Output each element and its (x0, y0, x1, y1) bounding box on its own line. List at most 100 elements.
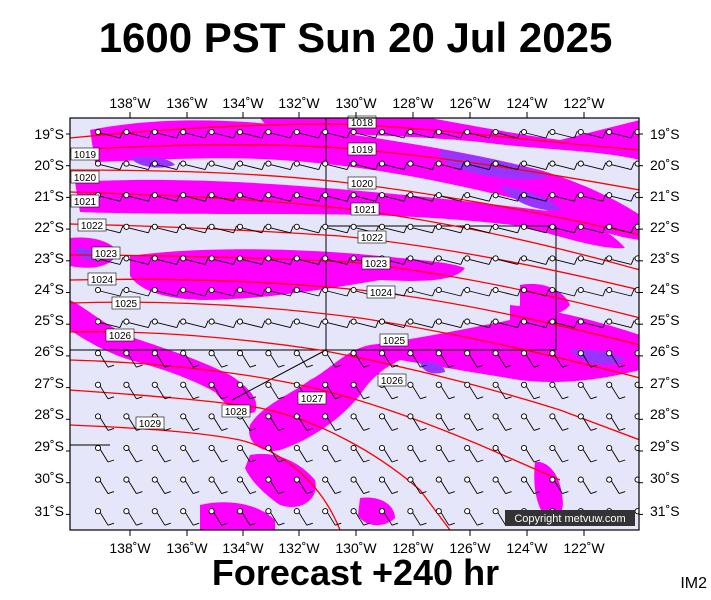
lat-label: 20˚S (34, 157, 64, 173)
lat-label: 21˚S (34, 188, 64, 204)
wind-barb-icon (464, 223, 493, 234)
wind-barb-icon (123, 286, 152, 297)
wind-barb-icon (180, 223, 209, 234)
wind-barb-icon (151, 286, 181, 297)
wind-barb-icon (492, 286, 522, 297)
lat-label: 19˚S (650, 126, 680, 142)
wind-barb-icon (94, 160, 124, 171)
wind-barb-icon (520, 128, 550, 139)
wind-barb-icon (123, 476, 143, 495)
pressure-label-text: 1024 (370, 288, 393, 299)
lat-label: 25˚S (650, 312, 680, 328)
wind-barb-icon (407, 444, 427, 463)
wind-barb-icon (180, 128, 209, 139)
lat-label: 31˚S (34, 503, 64, 519)
wind-barb-icon (123, 160, 152, 171)
lon-label: 130˚W (335, 95, 377, 111)
copyright-box (505, 510, 635, 526)
wind-barb-icon (378, 413, 399, 431)
wind-barb-icon (435, 192, 465, 202)
wind-barb-icon (577, 318, 607, 329)
wind-barb-icon (265, 192, 294, 202)
lon-label: 124˚W (506, 540, 548, 556)
wind-barb-icon (350, 318, 380, 329)
wind-barb-icon (180, 508, 200, 526)
wind-barb-icon (549, 255, 578, 265)
wind-barb-icon (606, 476, 626, 495)
lat-label: 25˚S (34, 312, 64, 328)
pressure-label: 1018 (347, 115, 377, 129)
pressure-label: 1020 (347, 176, 377, 190)
wind-barb-icon (208, 192, 238, 202)
lat-label: 29˚S (34, 438, 64, 454)
pressure-label-text: 1022 (361, 233, 384, 244)
wind-barb-icon (180, 381, 200, 400)
pressure-label-text: 1025 (115, 299, 138, 310)
pressure-label: 1029 (135, 416, 165, 430)
lat-label: 29˚S (650, 438, 680, 454)
wind-barb-icon (322, 223, 351, 234)
wind-barb-icon (151, 192, 181, 202)
lon-label: 128˚W (392, 95, 434, 111)
wind-barb-icon (634, 223, 639, 230)
wind-barb-icon (492, 255, 522, 265)
wind-barb-icon (634, 381, 639, 388)
wind-barb-icon (606, 350, 626, 368)
wind-barb-icon (151, 508, 171, 526)
wind-barb-icon (634, 318, 639, 325)
wind-barb-icon (265, 128, 294, 139)
wind-barb-icon (322, 476, 342, 495)
wind-barb-icon (350, 350, 370, 368)
wind-barb-icon (634, 476, 639, 483)
wind-barb-icon (322, 444, 342, 463)
wind-barb-icon (520, 255, 550, 265)
pressure-label: 1020 (70, 170, 100, 184)
wind-barb-icon (293, 444, 313, 463)
wind-barb-icon (94, 381, 115, 400)
wind-barb-icon (577, 413, 597, 431)
wind-barb-icon (435, 160, 465, 171)
lat-label: 24˚S (650, 281, 680, 297)
lon-label: 126˚W (449, 540, 491, 556)
wind-barb-icon (464, 413, 484, 431)
pressure-label-text: 1023 (95, 249, 118, 260)
wind-barb-icon (577, 476, 597, 495)
wind-barb-icon (208, 223, 238, 234)
copyright-text: Copyright metvuw.com (514, 513, 625, 525)
wind-barb-icon (549, 128, 578, 139)
wind-barb-icon (577, 350, 597, 368)
wind-barb-icon (407, 128, 436, 139)
wind-barb-icon (293, 223, 323, 234)
wind-barb-icon (378, 192, 408, 202)
lon-label: 132˚W (278, 540, 320, 556)
wind-barb-icon (492, 476, 512, 495)
axis-ticks (66, 112, 643, 536)
pressure-label-text: 1027 (301, 394, 324, 405)
wind-barb-icon (293, 413, 313, 431)
wind-barb-icon (293, 128, 323, 139)
wind-barb-icon (123, 223, 152, 234)
wind-barb-icon (293, 350, 313, 368)
lat-label: 27˚S (650, 375, 680, 391)
pressure-label-text: 1026 (381, 376, 404, 387)
wind-barb-icon (236, 286, 266, 297)
wind-barb-icon (464, 192, 493, 202)
wind-barb-icon (407, 192, 436, 202)
wind-barb-icon (94, 350, 115, 368)
wind-barb-icon (577, 255, 607, 265)
lat-label: 30˚S (650, 470, 680, 486)
wind-barb-icon (606, 192, 635, 202)
lat-label: 22˚S (650, 219, 680, 235)
lat-label: 30˚S (34, 470, 64, 486)
wind-barb-icon (549, 192, 578, 202)
wind-barb-icon (151, 444, 171, 463)
map-title: 1600 PST Sun 20 Jul 2025 (98, 14, 613, 61)
wind-barb-icon (265, 223, 294, 234)
wind-barb-icon (265, 508, 285, 526)
wind-barb-icon (151, 350, 171, 368)
lon-label: 130˚W (335, 540, 377, 556)
wind-barb-icon (265, 160, 294, 171)
wind-barb-icon (208, 350, 228, 368)
wind-barb-icon (180, 413, 200, 431)
wind-barb-icon (464, 286, 493, 297)
